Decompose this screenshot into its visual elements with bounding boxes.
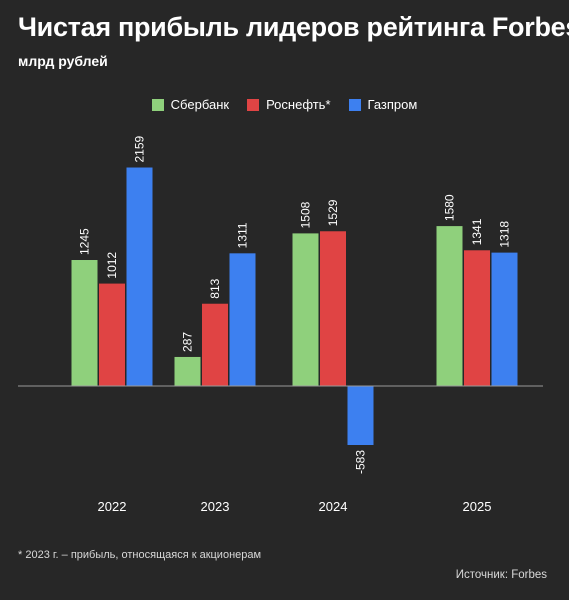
bar-2023-series-3 xyxy=(229,253,256,386)
data-label-2022-series-3: 2159 xyxy=(133,135,147,162)
data-label-2022-series-2: 1012 xyxy=(105,252,119,279)
bar-2022-series-1 xyxy=(71,260,98,386)
legend-swatch-sberbank xyxy=(151,98,164,111)
bar-2022-series-2 xyxy=(99,283,125,386)
data-label-2023-series-1: 287 xyxy=(181,332,195,352)
data-label-2023-series-2: 813 xyxy=(208,278,222,298)
bar-2025-series-3 xyxy=(491,252,518,386)
x-tick-label-2023: 2023 xyxy=(201,499,230,514)
legend-label-rosneft: Роснефть* xyxy=(266,97,331,112)
data-label-2024-series-2: 1529 xyxy=(326,199,340,226)
data-label-2025-series-3: 1318 xyxy=(498,221,512,248)
data-label-2024-series-1: 1508 xyxy=(299,201,313,228)
bar-2024-series-3 xyxy=(347,386,374,445)
legend-item-sberbank: Сбербанк xyxy=(151,97,230,112)
bar-2023-series-2 xyxy=(202,303,228,386)
bar-2023-series-1 xyxy=(174,356,201,386)
bar-2022-series-3 xyxy=(126,167,153,386)
legend-item-gazprom: Газпром xyxy=(348,97,418,112)
chart-subtitle: млрд рублей xyxy=(18,53,108,69)
x-tick-label-2022: 2022 xyxy=(98,499,127,514)
data-label-2025-series-2: 1341 xyxy=(470,218,484,245)
chart-title: Чистая прибыль лидеров рейтинга Forbes xyxy=(18,12,569,42)
x-tick-label-2025: 2025 xyxy=(463,499,492,514)
data-label-2024-series-3: -583 xyxy=(354,450,368,474)
data-label-2025-series-1: 1580 xyxy=(443,194,457,221)
data-label-2022-series-1: 1245 xyxy=(78,228,92,255)
legend-label-sberbank: Сбербанк xyxy=(170,97,230,112)
legend-swatch-gazprom xyxy=(348,98,361,111)
bar-2024-series-2 xyxy=(320,231,346,386)
bar-2025-series-1 xyxy=(436,226,463,386)
x-tick-label-2024: 2024 xyxy=(319,499,348,514)
data-label-2023-series-3: 1311 xyxy=(236,222,250,248)
legend-item-rosneft: Роснефть* xyxy=(247,97,331,112)
bar-2025-series-2 xyxy=(464,250,490,386)
legend: Сбербанк Роснефть* Газпром xyxy=(0,97,569,112)
bar-2024-series-1 xyxy=(292,233,319,386)
legend-label-gazprom: Газпром xyxy=(367,97,418,112)
footnote: * 2023 г. – прибыль, относящаяся к акцио… xyxy=(18,549,262,561)
legend-swatch-rosneft xyxy=(247,98,260,111)
source-credit: Источник: Forbes xyxy=(455,569,547,581)
